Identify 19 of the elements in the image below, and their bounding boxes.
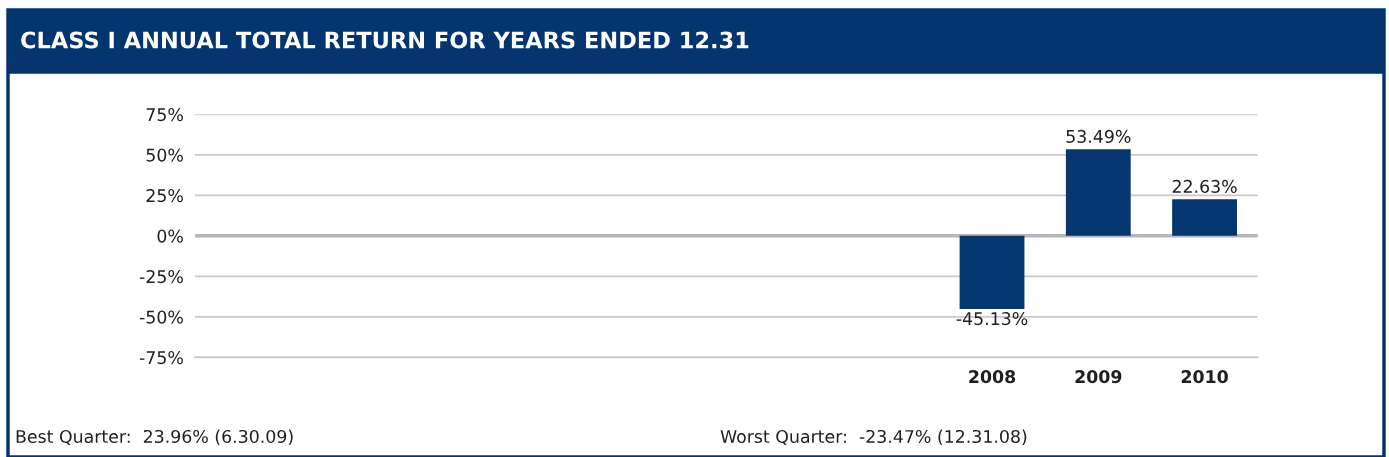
x-tick-label: 2009 — [1075, 370, 1122, 384]
y-tick-label: -75% — [139, 351, 183, 365]
data-label: 22.63% — [1172, 179, 1237, 193]
text: Best Quarter: 23.96% (6.30.09) — [16, 429, 293, 446]
data-label: -45.13% — [956, 311, 1028, 326]
y-tick-label: 50% — [146, 148, 183, 162]
chart-title: CLASS I ANNUAL TOTAL RETURN FOR YEARS ENDED 12.31 — [21, 31, 749, 49]
y-tick-label: -25% — [139, 270, 183, 284]
data-label: 53.49% — [1066, 129, 1131, 143]
text: Worst Quarter: -23.47% (12.31.08) — [720, 429, 1027, 446]
y-tick-label: 25% — [146, 189, 183, 203]
y-tick-label: 75% — [146, 108, 183, 122]
bar — [1172, 199, 1237, 236]
bar — [1065, 149, 1131, 236]
y-tick-label: 0% — [157, 229, 183, 243]
x-tick-label: 2010 — [1181, 370, 1228, 384]
bar — [959, 235, 1025, 309]
x-tick-label: 2008 — [969, 370, 1016, 384]
y-tick-label: -50% — [139, 310, 183, 324]
